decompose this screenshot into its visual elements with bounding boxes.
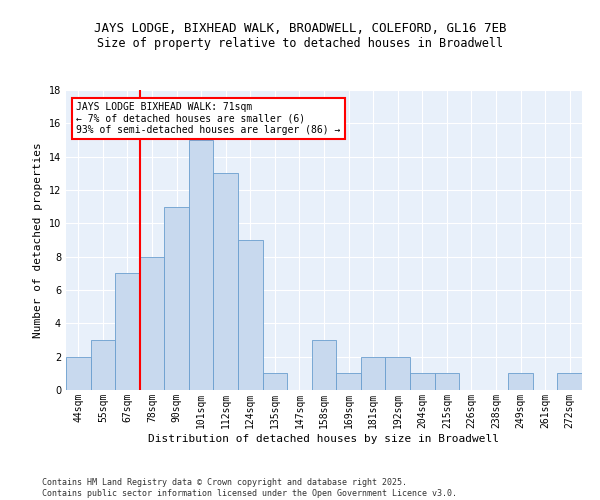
- Bar: [361, 356, 385, 390]
- Bar: [263, 374, 287, 390]
- Bar: [238, 240, 263, 390]
- Text: Size of property relative to detached houses in Broadwell: Size of property relative to detached ho…: [97, 38, 503, 51]
- Bar: [312, 340, 336, 390]
- Bar: [214, 174, 238, 390]
- Bar: [410, 374, 434, 390]
- Bar: [66, 356, 91, 390]
- Bar: [434, 374, 459, 390]
- Y-axis label: Number of detached properties: Number of detached properties: [33, 142, 43, 338]
- Bar: [189, 140, 214, 390]
- Bar: [91, 340, 115, 390]
- Bar: [336, 374, 361, 390]
- Bar: [164, 206, 189, 390]
- Bar: [140, 256, 164, 390]
- Text: Contains HM Land Registry data © Crown copyright and database right 2025.
Contai: Contains HM Land Registry data © Crown c…: [42, 478, 457, 498]
- Bar: [115, 274, 140, 390]
- Text: JAYS LODGE, BIXHEAD WALK, BROADWELL, COLEFORD, GL16 7EB: JAYS LODGE, BIXHEAD WALK, BROADWELL, COL…: [94, 22, 506, 36]
- Bar: [385, 356, 410, 390]
- Text: JAYS LODGE BIXHEAD WALK: 71sqm
← 7% of detached houses are smaller (6)
93% of se: JAYS LODGE BIXHEAD WALK: 71sqm ← 7% of d…: [76, 102, 341, 135]
- Bar: [508, 374, 533, 390]
- X-axis label: Distribution of detached houses by size in Broadwell: Distribution of detached houses by size …: [149, 434, 499, 444]
- Bar: [557, 374, 582, 390]
